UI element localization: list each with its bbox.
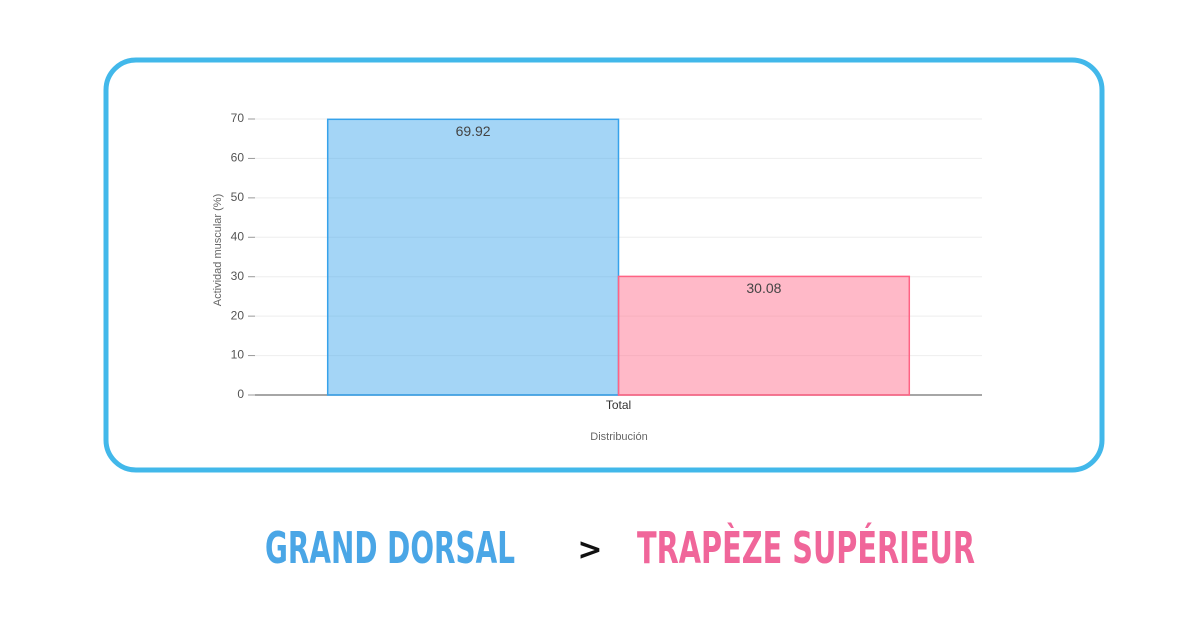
data-label: 30.08 bbox=[746, 280, 781, 296]
caption-left: GRAND DORSAL bbox=[265, 523, 515, 574]
y-tick-label: 50 bbox=[231, 190, 245, 204]
y-tick-label: 60 bbox=[231, 151, 245, 165]
y-tick-label: 40 bbox=[231, 229, 245, 243]
y-tick-label: 0 bbox=[237, 387, 244, 401]
data-label: 69.92 bbox=[456, 123, 491, 139]
bar bbox=[326, 118, 620, 396]
caption-separator: > bbox=[577, 533, 602, 568]
caption-right: TRAPÈZE SUPÉRIEUR bbox=[637, 521, 975, 574]
y-tick-label: 70 bbox=[231, 111, 245, 125]
x-tick-label: Total bbox=[606, 398, 631, 412]
x-axis-title: Distribución bbox=[590, 431, 647, 443]
y-tick-label: 20 bbox=[231, 308, 245, 322]
y-axis-title: Actividad muscular (%) bbox=[212, 194, 224, 306]
y-tick-label: 30 bbox=[231, 269, 245, 283]
bar bbox=[617, 275, 911, 396]
chart-frame bbox=[103, 57, 1105, 473]
y-tick-label: 10 bbox=[231, 348, 245, 362]
